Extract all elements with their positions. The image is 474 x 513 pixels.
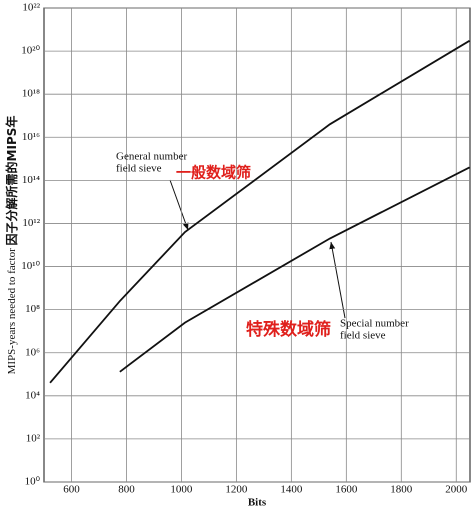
y-tick-label: 10¹⁶	[22, 131, 40, 143]
y-tick-label: 10⁶	[25, 346, 40, 358]
annotation-text: field sieve	[116, 163, 162, 175]
y-tick-label: 10⁰	[25, 476, 41, 488]
y-tick-label: 10¹²	[22, 217, 40, 229]
y-tick-label: 10⁴	[25, 389, 40, 401]
annotation-cn: 特殊数域筛	[246, 319, 331, 340]
y-tick-label: 10¹⁴	[22, 174, 40, 186]
annotation-arrow	[329, 241, 346, 319]
y-axis-label: MIPS-years needed to factor 因子分解所需的MIPS年	[4, 116, 19, 375]
x-tick-label: 1400	[280, 484, 303, 496]
x-tick-label: 2000	[445, 484, 468, 496]
series-line	[49, 40, 470, 384]
x-axis-label: Bits	[248, 497, 267, 509]
y-label-cn: 因子分解所需的MIPS年	[4, 116, 19, 246]
x-tick-label: 1800	[390, 484, 413, 496]
x-tick-label: 600	[63, 484, 80, 496]
series-line	[119, 166, 470, 373]
annotation-text: General number	[116, 151, 187, 163]
y-tick-label: 10¹⁸	[22, 88, 40, 100]
x-tick-label: 800	[118, 484, 135, 496]
y-tick-label: 10²⁰	[21, 45, 40, 57]
x-tick-label: 1200	[225, 484, 248, 496]
y-tick-label: 10¹⁰	[21, 260, 40, 272]
annotation-text: field sieve	[340, 330, 386, 342]
x-tick-label: 1600	[335, 484, 358, 496]
y-tick-label: 10²²	[22, 2, 40, 14]
y-tick-label: 10⁸	[25, 303, 40, 315]
y-label-en: MIPS-years needed to factor	[6, 248, 18, 374]
y-tick-label: 10²	[26, 432, 41, 444]
annotation-text: Special number	[340, 318, 409, 330]
x-tick-label: 1000	[170, 484, 193, 496]
annotation-cn: 一般数域筛	[176, 164, 251, 182]
annotation-arrow	[169, 179, 189, 231]
